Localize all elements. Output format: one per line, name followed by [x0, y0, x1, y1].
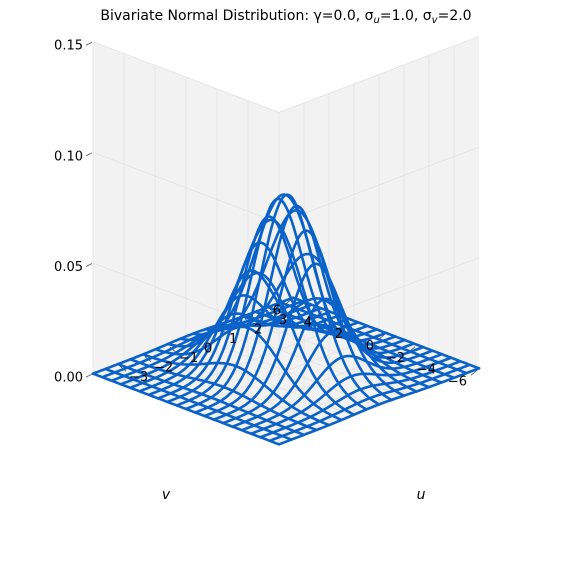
surface-line-u — [216, 252, 406, 398]
surface-line-u — [191, 193, 381, 406]
surface-line-u — [116, 362, 306, 437]
z-tick — [85, 152, 93, 157]
v-tick — [470, 370, 478, 376]
surface-line-u — [241, 315, 431, 389]
v-tick-label: 0 — [366, 339, 374, 354]
z-tick — [85, 263, 93, 267]
u-gridline — [192, 74, 380, 407]
z-tick-label: 0.10 — [54, 149, 83, 164]
u-tick-label: 1 — [229, 332, 237, 347]
v-tick-label: 4 — [304, 315, 312, 330]
z-tick — [85, 373, 93, 378]
surface-line-u — [141, 353, 331, 427]
surface-line-u — [129, 357, 318, 432]
surface-line-u — [104, 367, 293, 441]
surface-line-u — [154, 325, 343, 422]
v-tick-label: −6 — [448, 374, 467, 389]
tick-labels: 0.00 0.05 0.10 0.15 −6 −4 −2 0 2 4 6 −3 −2 −1 0 1 2 3 — [54, 39, 467, 390]
u-tick-label: 2 — [254, 323, 262, 338]
chart-title: Bivariate Normal Distribution: γ=0.0, σu… — [100, 8, 471, 26]
surface-line-u — [254, 310, 443, 384]
surface-wireframe — [91, 193, 481, 446]
v-tick-label: 2 — [335, 327, 343, 342]
u-tick-label: −1 — [179, 351, 198, 366]
u-tick-label: 3 — [279, 313, 287, 328]
u-tick-label: 0 — [204, 342, 212, 357]
v-tick-label: 6 — [273, 304, 281, 319]
z-tick-label: 0.15 — [54, 39, 83, 54]
surface-line-u — [279, 301, 468, 375]
surface-line-u — [91, 372, 281, 446]
y-axis-label: v — [162, 487, 171, 503]
x-axis-label: u — [417, 487, 426, 503]
u-tick-label: −3 — [129, 370, 148, 385]
z-tick — [85, 41, 93, 46]
v-tick-label: −4 — [417, 363, 436, 378]
v-tick-label: −2 — [386, 351, 405, 366]
u-tick-label: −2 — [154, 361, 173, 376]
surface-line-u — [291, 296, 481, 370]
surface-line-u — [229, 297, 418, 393]
z-tick-label: 0.00 — [54, 371, 83, 386]
surface-line-u — [266, 305, 456, 380]
z-tick-label: 0.05 — [54, 260, 83, 275]
